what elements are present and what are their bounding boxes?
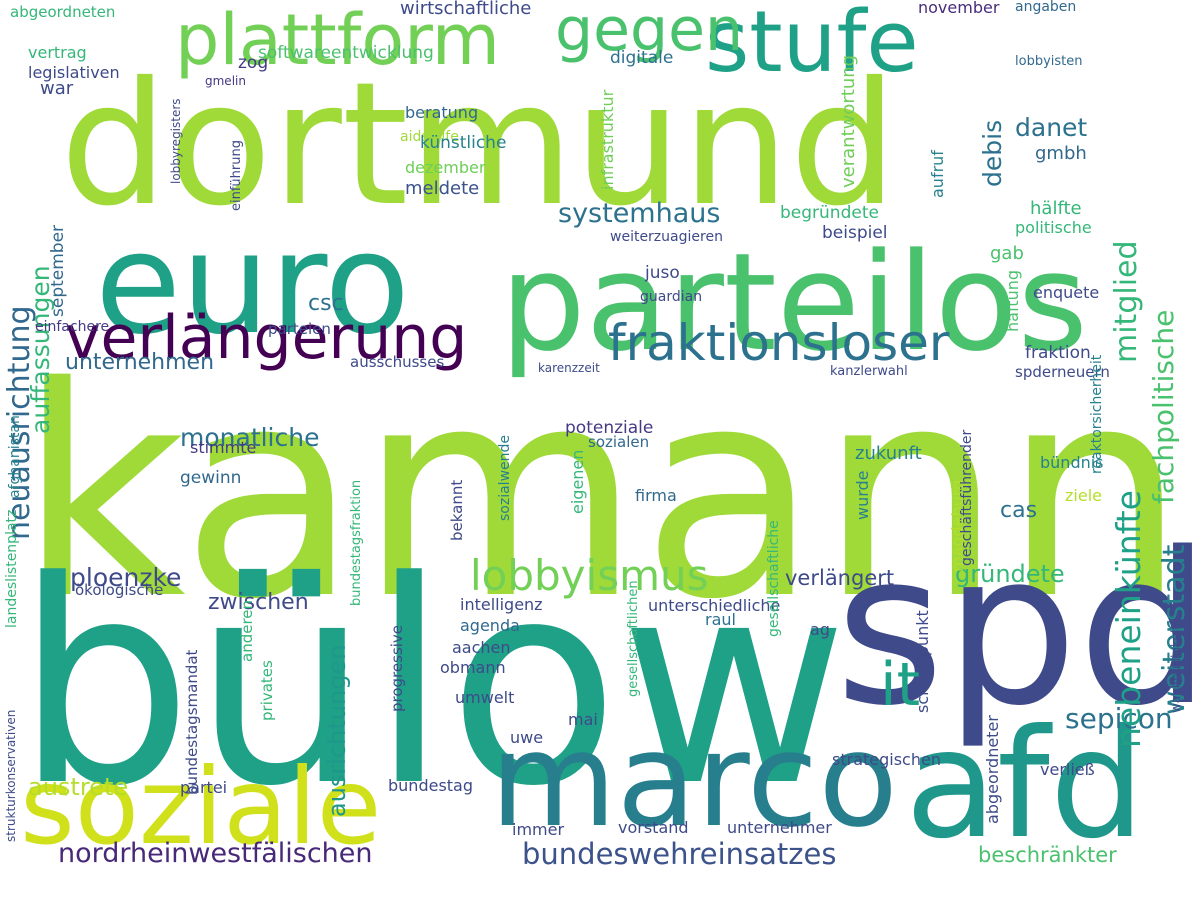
word-uwe: uwe [510,730,543,746]
word-zukunft: zukunft [855,445,922,463]
word-lobbyisten: lobbyisten [1015,55,1082,68]
word-dezember: dezember [405,160,485,176]
word-lobbyregisters: lobbyregisters [170,98,182,184]
word-beschrankter: beschränkter [978,845,1117,866]
word-firma: firma [635,488,677,504]
word-schwerpunkt: schwerpunkt [915,610,931,713]
word-unternehmer: unternehmer [727,820,832,836]
word-danet: danet [1015,115,1087,140]
word-gmelin: gmelin [205,75,246,87]
word-lobbyismus: lobbyismus [470,555,709,597]
word-november: november [918,0,999,16]
word-mai: mai [568,712,598,728]
word-vorstand: vorstand [618,820,689,836]
word-ausschusses: ausschusses [350,355,444,370]
word-softwareentwicklung: softwareentwicklung [258,45,434,62]
word-einfachere: einfachere [35,320,109,334]
word-cas: cas [1000,500,1037,522]
word-bekannt: bekannt [450,480,465,541]
word-beratung: beratung [405,105,478,121]
word-ausrichtungen: ausrichtungen [325,645,349,817]
word-progressive: progressive [390,625,405,712]
word-beispiel: beispiel [822,225,888,242]
word-reaktorsicherheit: reaktorsicherheit [1090,355,1104,474]
word-strukturkonservativen: strukturkonservativen [5,710,17,842]
word-bundestagsfraktion: bundestagsfraktion [350,480,363,606]
word-war: war [40,80,73,98]
word-intelligenz: intelligenz [460,597,543,613]
word-landeslistenplatz: landeslistenplatz [5,510,19,628]
word-anderen: anderen [240,600,255,662]
word-eigenen: eigenen [570,450,586,514]
word-gesellschaftliche: gesellschaftliche [767,520,781,637]
word-fraktionsloser: fraktionsloser [608,318,949,368]
word-gewinn: gewinn [180,470,241,487]
word-nebeneinkunfte: nebeneinkünfte [1112,490,1145,748]
word-digitale: digitale [610,50,673,67]
word-enquete: enquete [1033,285,1099,301]
word-aufruf: aufruf [930,150,946,198]
word-fachpolitische: fachpolitische [1150,310,1178,504]
word-okologische: ökologische [75,583,163,598]
word-abgeordneten: abgeordneten [10,5,115,20]
word-umwelt: umwelt [455,690,514,706]
word-gab: gab [990,245,1024,263]
word-obmann: obmann [440,660,506,676]
word-sozialen: sozialen [588,435,649,450]
word-strategischen: strategischen [832,752,941,768]
word-unternehmen: unternehmen [65,352,214,374]
word-juso: juso [645,265,680,282]
word-agenda: agenda [460,618,520,634]
word-verantwortung: verantwortung [840,55,858,188]
word-zog: zog [238,55,268,72]
word-halfte: hälfte [1030,200,1082,218]
word-parteien: parteien [268,322,331,337]
word-aachen: aachen [452,640,511,656]
word-immer: immer [512,822,564,838]
word-wirtschaftliche: wirtschaftliche [400,0,531,18]
word-afghanistan: afghanistan [8,415,22,498]
word-infrastruktur: infrastruktur [600,90,616,190]
word-haftung: haftung [1005,270,1021,332]
word-stimmte: stimmte [190,440,256,456]
word-fraktion: fraktion [1025,345,1091,362]
word-verlie-: verließ [1040,762,1095,778]
word-guardian: guardian [640,290,702,304]
word-weiterzuagieren: weiterzuagieren [610,230,723,244]
word-csc: csc [308,293,344,315]
word-ag: ag [810,622,830,638]
word-kunstliche: künstliche [420,135,506,152]
word-angaben: angaben [1015,0,1076,14]
word-gesellschaftlichen: gesellschaftlichen [627,580,640,697]
word-systemhaus: systemhaus [558,200,720,227]
word-begrundete: begründete [780,205,879,222]
word-austrete: austrete [28,775,128,799]
word-meldete: meldete [405,180,479,198]
word-raul: raul [705,612,736,628]
word-gmbh: gmbh [1035,145,1087,163]
word-bundeswehreinsatzes: bundeswehreinsatzes [522,840,836,869]
word-wurde: wurde [855,470,871,520]
word-mitglied: mitglied [1112,240,1142,363]
word-bundestagsmandat: bundestagsmandat [185,650,200,795]
word-wahlmudigkeit: wahlmüdigkeit [1170,625,1182,713]
word-politische: politische [1015,220,1092,236]
word-sozialwende: sozialwende [498,435,512,521]
word-debis: debis [980,120,1005,187]
word-karenzzeit: karenzzeit [538,362,600,374]
word-ziele: ziele [1065,488,1102,504]
word-geschaftsfuhrender: geschäftsführender [960,430,974,566]
word-verlangert: verlängert [785,568,894,589]
word-privates: privates [260,660,275,721]
word-einfuhrung: einführung [230,140,243,211]
word-vertrag: vertrag [28,45,87,61]
word-abgeordneter: abgeordneter [985,715,1001,824]
word-nordrheinwestfalischen: nordrheinwestfälischen [58,840,373,867]
word-kanzlerwahl: kanzlerwahl [830,365,908,378]
word-bundestag: bundestag [388,778,473,794]
word-september: september [50,225,67,317]
word-zwischen: zwischen [208,592,309,614]
